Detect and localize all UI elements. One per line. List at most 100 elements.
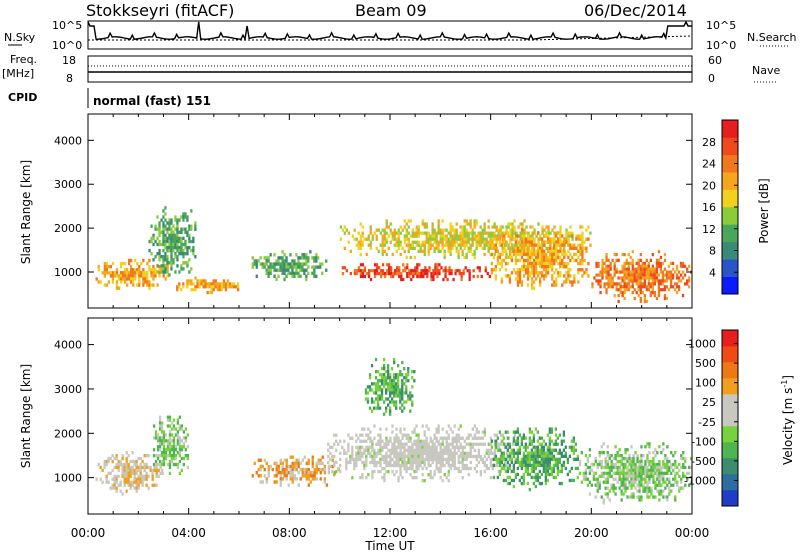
heatmap-cell	[433, 246, 436, 250]
heatmap-cell	[178, 436, 181, 440]
heatmap-cell	[182, 218, 185, 222]
heatmap-cell	[186, 454, 189, 458]
heatmap-cell	[639, 276, 642, 280]
heatmap-cell	[520, 243, 524, 247]
heatmap-cell	[617, 276, 620, 280]
heatmap-cell	[467, 436, 470, 440]
heatmap-cell	[678, 489, 681, 493]
heatmap-cell	[646, 459, 649, 464]
heatmap-region	[364, 357, 416, 416]
heatmap-cell	[669, 261, 673, 265]
heatmap-cell	[359, 439, 362, 443]
heatmap-cell	[370, 382, 374, 386]
heatmap-cell	[166, 418, 170, 422]
heatmap-cell	[610, 486, 613, 490]
heatmap-cell	[432, 277, 435, 282]
heatmap-cell	[582, 477, 585, 481]
heatmap-cell	[490, 445, 493, 449]
heatmap-cell	[435, 466, 438, 471]
heatmap-cell	[433, 473, 436, 477]
heatmap-cell	[172, 245, 175, 250]
heatmap-cell	[618, 465, 621, 470]
heatmap-cell	[377, 439, 380, 443]
heatmap-cell	[528, 487, 531, 492]
heatmap-cell	[188, 258, 191, 262]
heatmap-cell	[313, 467, 316, 472]
heatmap-cell	[651, 273, 654, 277]
heatmap-cell	[377, 433, 380, 437]
heatmap-cell	[178, 427, 181, 431]
heatmap-cell	[451, 240, 454, 244]
heatmap-cell	[624, 489, 627, 493]
heatmap-cell	[577, 237, 580, 241]
heatmap-cell	[371, 476, 374, 480]
heatmap-cell	[660, 451, 663, 455]
colorbar-swatch	[722, 426, 738, 443]
heatmap-cell	[311, 455, 314, 459]
heatmap-cell	[655, 258, 659, 262]
heatmap-cell	[407, 240, 410, 244]
heatmap-cell	[574, 466, 577, 471]
heatmap-cell	[582, 474, 585, 478]
heatmap-cell	[627, 267, 630, 271]
x-tick-label: 16:00	[473, 526, 508, 540]
heatmap-cell	[639, 273, 642, 277]
colorbar-tick-label: 100	[695, 377, 716, 390]
heatmap-cell	[629, 261, 632, 265]
heatmap-cell	[370, 409, 374, 413]
heatmap-cell	[403, 433, 406, 437]
heatmap-cell	[148, 268, 151, 272]
heatmap-cell	[467, 249, 470, 253]
heatmap-cell	[403, 400, 406, 404]
heatmap-cell	[649, 267, 652, 271]
heatmap-cell	[519, 237, 522, 241]
heatmap-cell	[212, 288, 215, 292]
heatmap-cell	[572, 439, 575, 443]
heatmap-cell	[393, 439, 396, 443]
heatmap-cell	[541, 249, 544, 253]
heatmap-cell	[671, 273, 675, 277]
heatmap-cell	[146, 261, 149, 266]
heatmap-cell	[409, 397, 412, 401]
heatmap-cell	[160, 218, 163, 222]
heatmap-cell	[417, 454, 420, 459]
heatmap-cell	[584, 462, 587, 467]
heatmap-cell	[637, 282, 640, 286]
heatmap-cell	[502, 234, 505, 238]
heatmap-cell	[166, 230, 169, 234]
heatmap-cell	[389, 454, 392, 459]
heatmap-cell	[623, 288, 626, 292]
heatmap-cell	[508, 442, 511, 446]
heatmap-cell	[664, 462, 667, 467]
heatmap-cell	[271, 467, 274, 472]
heatmap-cell	[407, 466, 410, 471]
heatmap-cell	[295, 461, 298, 466]
heatmap-cell	[267, 467, 270, 472]
heatmap-cell	[375, 237, 378, 241]
heatmap-cell	[437, 457, 440, 462]
heatmap-cell	[647, 285, 650, 289]
heatmap-cell	[323, 464, 326, 469]
heatmap-cell	[415, 460, 418, 465]
heatmap-cell	[493, 448, 496, 452]
heatmap-cell	[351, 445, 354, 449]
heatmap-cell	[174, 445, 178, 449]
heatmap-cell	[230, 282, 234, 286]
heatmap-cell	[401, 394, 404, 398]
heatmap-cell	[166, 462, 170, 467]
heatmap-cell	[377, 266, 381, 270]
heatmap-cell	[421, 442, 424, 446]
heatmap-cell	[647, 270, 650, 274]
heatmap-cell	[650, 465, 653, 470]
heatmap-cell	[538, 481, 541, 486]
heatmap-cell	[445, 436, 448, 440]
heatmap-cell	[319, 461, 322, 466]
heatmap-cell	[385, 376, 388, 380]
heatmap-cell	[638, 480, 641, 484]
heatmap-cell	[275, 262, 278, 266]
heatmap-cell	[436, 266, 439, 270]
heatmap-cell	[339, 225, 342, 229]
heatmap-cell	[439, 466, 442, 471]
heatmap-cell	[618, 448, 621, 452]
heatmap-cell	[182, 430, 185, 434]
